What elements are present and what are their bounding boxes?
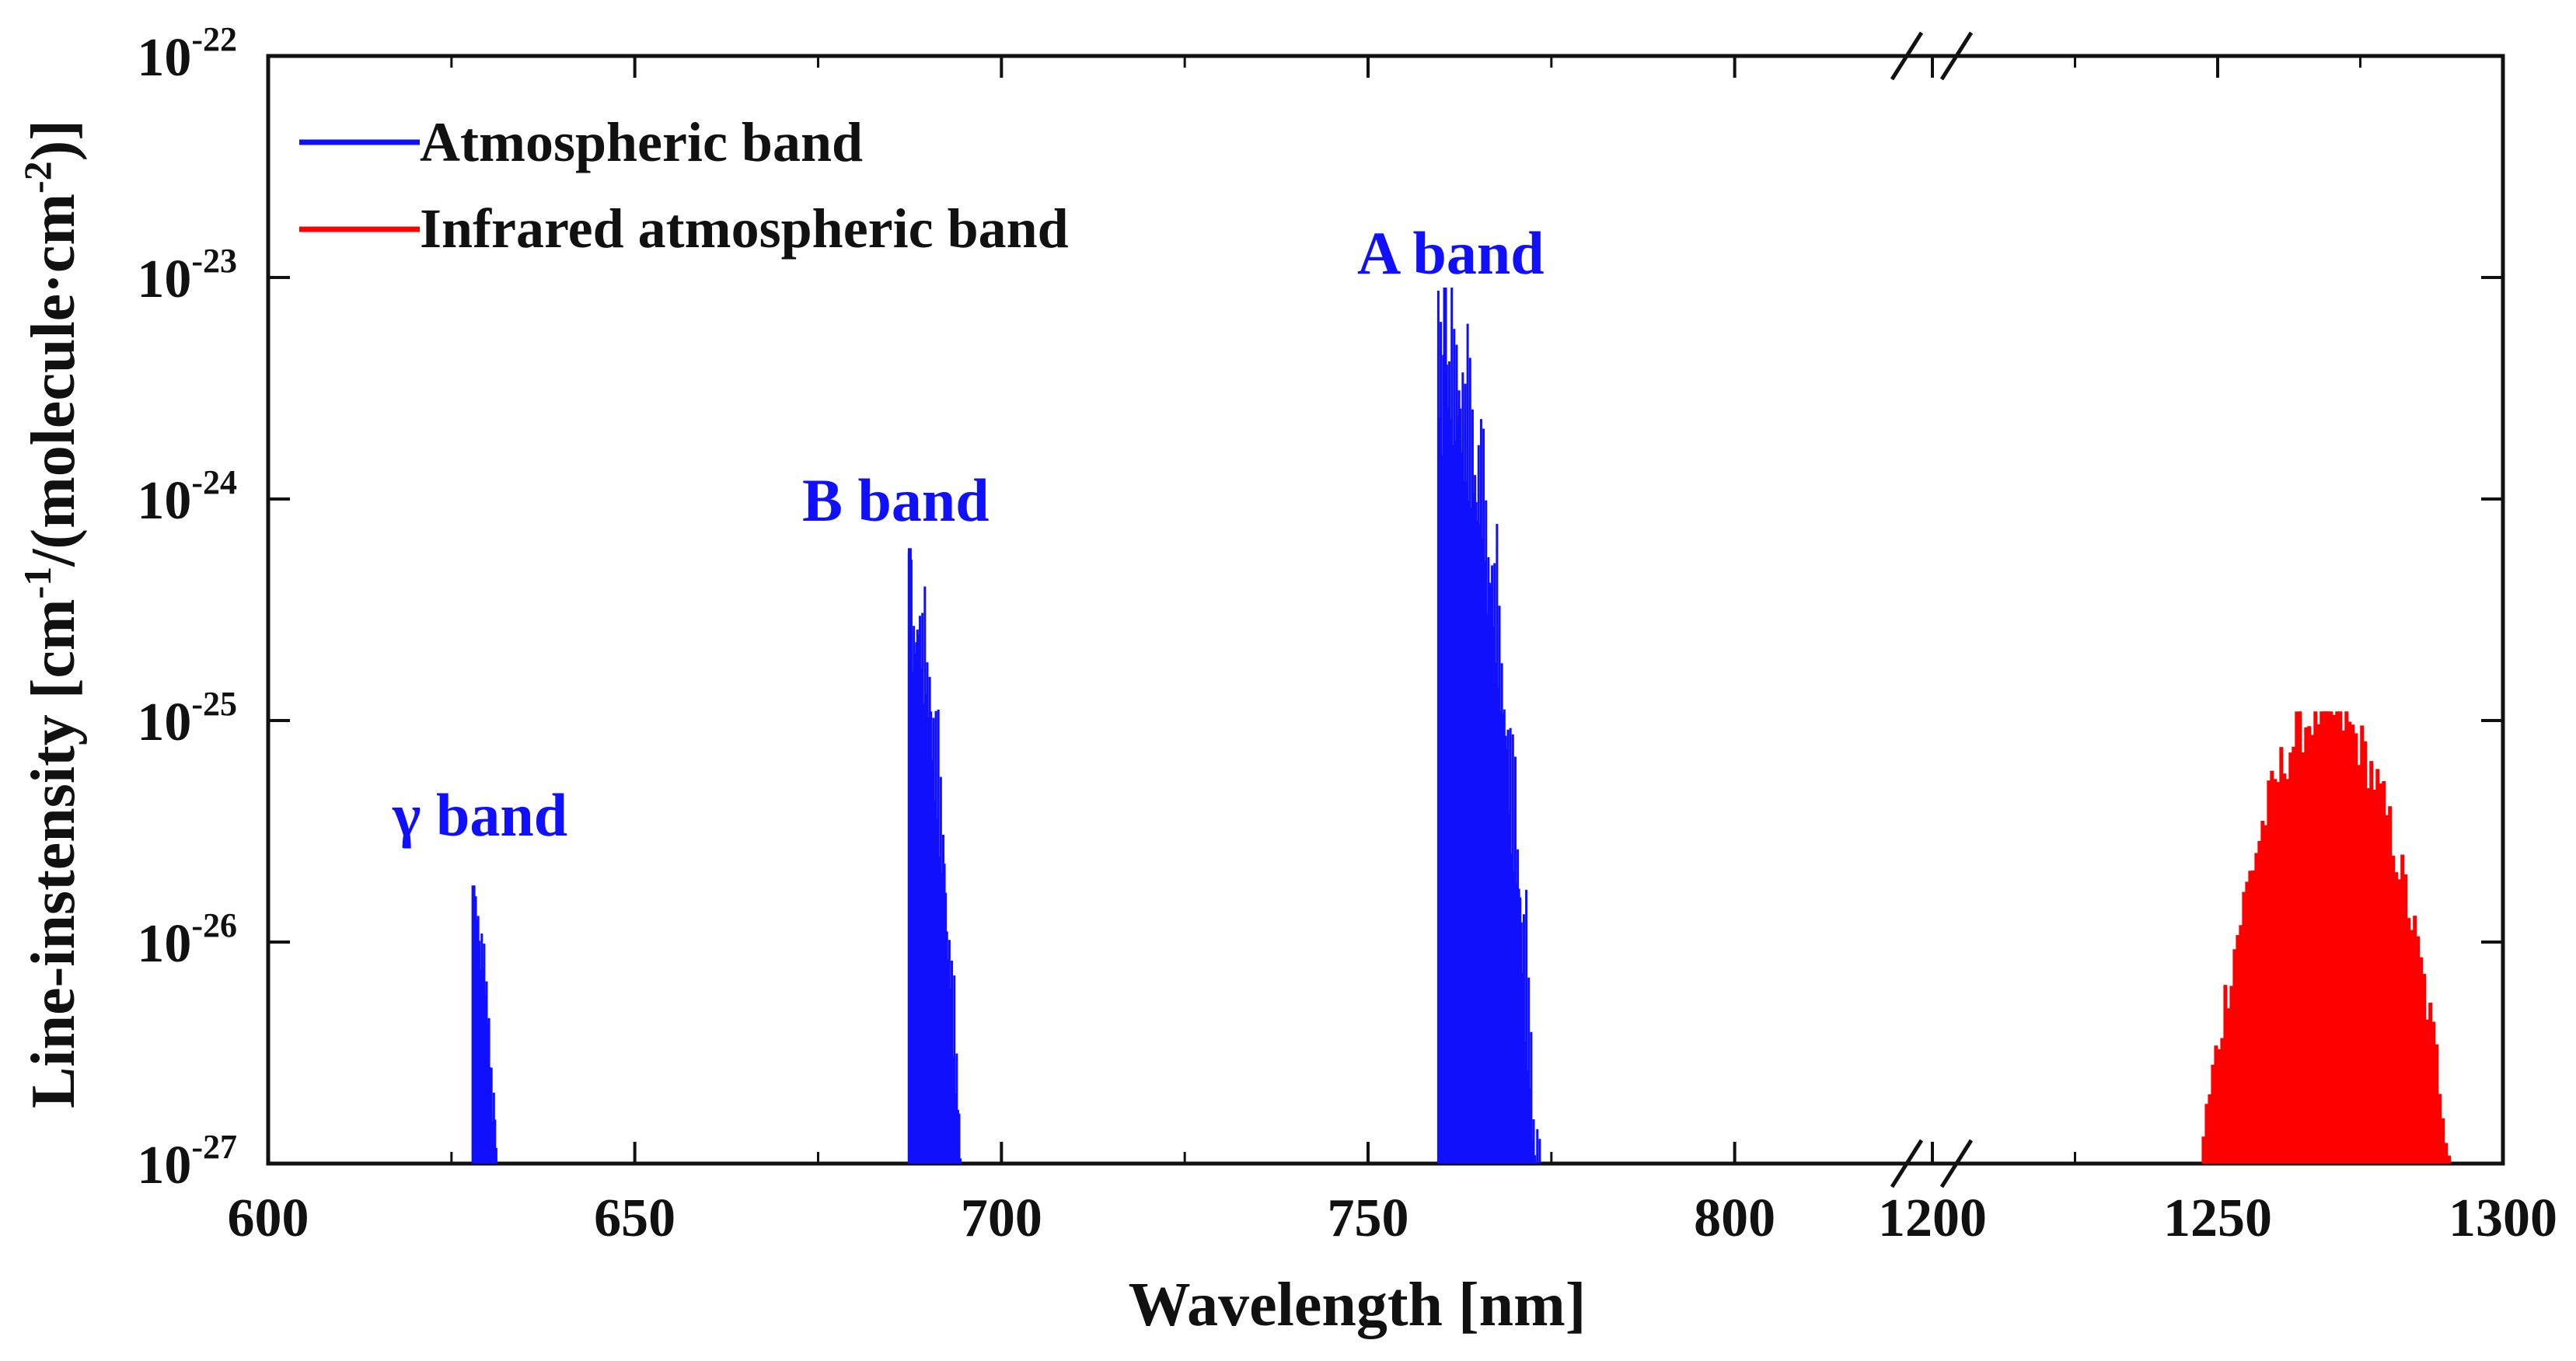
annotation-a-band: A band (1357, 219, 1545, 287)
y-tick-exponent: -24 (191, 463, 237, 501)
y-axis-title-prefix: Line-instensity [cm (19, 598, 88, 1108)
y-axis-title: Line-instensity [cm-1/(molecule·cm-2)] (16, 120, 88, 1108)
y-axis-title-sup2: -2 (16, 161, 59, 194)
axis-break-bottom (1890, 1139, 1974, 1188)
series-atmospheric-band (471, 288, 1541, 1164)
legend-label-atmospheric: Atmospheric band (420, 111, 863, 173)
y-tick-base: 10 (137, 471, 191, 531)
y-axis-title-sup1: -1 (16, 567, 59, 599)
legend: Atmospheric band Infrared atmospheric ba… (299, 111, 1069, 260)
y-axis-title-suffix: )] (19, 120, 88, 161)
x-tick-label: 1300 (2449, 1188, 2557, 1248)
y-tick-base: 10 (137, 28, 191, 88)
y-tick-label: 10-24 (137, 463, 237, 531)
y-tick-base: 10 (137, 1136, 191, 1195)
y-tick-label: 10-22 (137, 20, 237, 88)
x-tick-label: 650 (594, 1188, 675, 1248)
x-tick-labels: 600 650 700 750 800 1200 1250 1300 (228, 1188, 2558, 1248)
series-layer (471, 288, 2452, 1164)
annotation-gamma-band: γ band (392, 781, 567, 849)
plot-frame (266, 54, 2505, 1166)
x-tick-label: 1250 (2163, 1188, 2272, 1248)
x-tick-label: 700 (961, 1188, 1042, 1248)
y-tick-base: 10 (137, 693, 191, 752)
y-tick-base: 10 (137, 914, 191, 974)
y-axis-title-mid: /(molecule·cm (19, 194, 88, 567)
y-tick-exponent: -26 (191, 906, 237, 944)
series-infrared-atmospheric-band (2201, 711, 2452, 1164)
x-tick-label: 750 (1328, 1188, 1409, 1248)
y-tick-label: 10-23 (137, 242, 237, 309)
x-tick-label: 800 (1694, 1188, 1775, 1248)
y-tick-exponent: -22 (191, 20, 237, 58)
x-tick-label: 1200 (1878, 1188, 1987, 1248)
y-tick-label: 10-27 (137, 1128, 237, 1195)
annotation-b-band: B band (802, 466, 990, 534)
y-tick-exponent: -23 (191, 242, 237, 280)
x-tick-label: 600 (228, 1188, 309, 1248)
y-tick-exponent: -25 (191, 685, 237, 723)
axis-break-top (1890, 31, 1974, 81)
y-tick-base: 10 (137, 250, 191, 309)
y-tick-label: 10-26 (137, 906, 237, 974)
legend-label-infrared: Infrared atmospheric band (420, 197, 1069, 260)
x-axis-title: Wavelength [nm] (1129, 1271, 1586, 1339)
y-tick-label: 10-25 (137, 685, 237, 752)
y-tick-exponent: -27 (191, 1128, 237, 1166)
